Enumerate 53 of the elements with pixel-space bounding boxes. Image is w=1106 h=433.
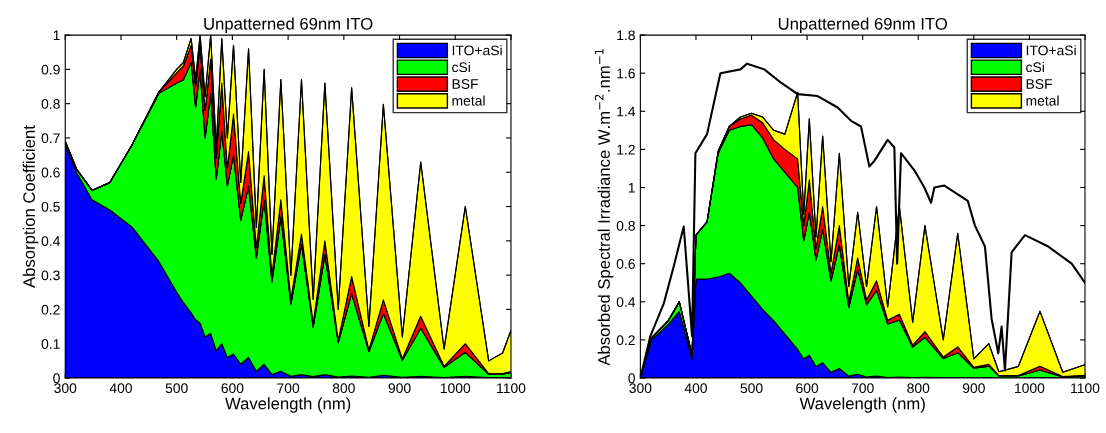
- y-tick-label: 0.3: [41, 270, 60, 281]
- y-tick-label: 1.8: [617, 30, 635, 41]
- x-tick-label: 800: [332, 383, 355, 394]
- legend-label: BSF: [1026, 79, 1053, 89]
- y-tick-label: 0.4: [41, 236, 60, 246]
- y-tick-label: 0.6: [41, 167, 60, 178]
- x-tick-label: 600: [221, 383, 244, 394]
- x-tick-label: 500: [165, 383, 188, 394]
- x-tick-label: 900: [962, 383, 985, 394]
- y-tick-label: 0: [53, 373, 60, 384]
- y-tick-label: 0.2: [41, 304, 60, 315]
- y-tick-label: 1.4: [617, 106, 636, 117]
- y-axis-title: Absorbed Spectral Irradiance W.m$^{−2}$.nm$^{−1}$: [594, 49, 614, 366]
- y-tick-label: 0.6: [616, 259, 635, 269]
- legend-label: metal: [1026, 95, 1059, 106]
- x-axis-title: Wavelength (nm): [799, 397, 925, 413]
- legend-label: ITO+aSi: [452, 45, 502, 56]
- y-axis-title: Absorption Coefficient: [22, 125, 39, 288]
- y-tick-label: 1: [628, 182, 635, 193]
- legend-label: cSi: [452, 61, 470, 73]
- x-tick-label: 1000: [440, 383, 471, 394]
- x-tick-label: 300: [54, 383, 77, 394]
- x-tick-label: 400: [109, 383, 133, 394]
- x-tick-label: 1100: [497, 383, 526, 394]
- legend-label: metal: [452, 95, 485, 106]
- y-tick-label: 1: [53, 30, 60, 41]
- x-tick-label: 500: [740, 383, 763, 394]
- x-tick-label: 400: [684, 383, 707, 394]
- y-tick-label: 0.1: [41, 339, 60, 349]
- y-tick-label: 0.8: [41, 98, 60, 109]
- y-tick-label: 0.7: [41, 133, 60, 144]
- chart-title: Unpatterned 69nm ITO: [204, 17, 373, 33]
- y-tick-label: 0.8: [616, 220, 635, 231]
- x-tick-label: 700: [851, 383, 874, 394]
- y-tick-label: 0.5: [41, 201, 60, 212]
- chart-title: Unpatterned 69nm ITO: [778, 17, 947, 33]
- y-tick-label: 0.9: [41, 64, 60, 75]
- x-axis-title: Wavelength (nm): [225, 397, 351, 413]
- x-tick-label: 900: [388, 383, 411, 394]
- y-tick-label: 1.6: [617, 68, 635, 79]
- x-tick-label: 300: [629, 383, 652, 394]
- y-tick-label: 1.2: [617, 144, 635, 155]
- legend-label: cSi: [1026, 61, 1044, 73]
- x-tick-label: 700: [277, 383, 300, 394]
- legend-label: BSF: [452, 79, 479, 89]
- x-tick-label: 600: [796, 383, 819, 394]
- y-tick-label: 0: [628, 373, 635, 384]
- x-tick-label: 1000: [1015, 383, 1045, 394]
- legend-label: ITO+aSi: [1026, 45, 1076, 56]
- x-tick-label: 1100: [1071, 383, 1100, 394]
- y-tick-label: 0.2: [616, 335, 635, 346]
- x-tick-label: 800: [907, 383, 930, 394]
- y-tick-label: 0.4: [616, 297, 636, 307]
